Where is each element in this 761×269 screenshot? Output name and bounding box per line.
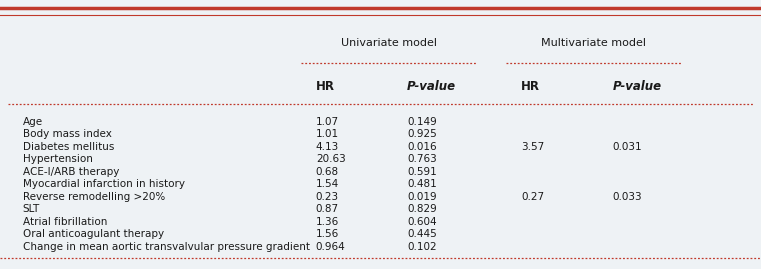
Text: HR: HR — [316, 80, 335, 93]
Text: 0.27: 0.27 — [521, 192, 544, 202]
Text: P-value: P-value — [613, 80, 662, 93]
Text: Reverse remodelling >20%: Reverse remodelling >20% — [23, 192, 165, 202]
Text: Change in mean aortic transvalvular pressure gradient: Change in mean aortic transvalvular pres… — [23, 242, 310, 252]
Text: 0.87: 0.87 — [316, 204, 339, 214]
Text: 0.964: 0.964 — [316, 242, 345, 252]
Text: 0.031: 0.031 — [613, 142, 642, 152]
Text: 0.033: 0.033 — [613, 192, 642, 202]
Text: 3.57: 3.57 — [521, 142, 545, 152]
Text: Univariate model: Univariate model — [341, 38, 437, 48]
Text: ACE-I/ARB therapy: ACE-I/ARB therapy — [23, 167, 119, 177]
Text: Body mass index: Body mass index — [23, 129, 112, 139]
Text: 0.925: 0.925 — [407, 129, 437, 139]
Text: P-value: P-value — [407, 80, 457, 93]
Text: Myocardial infarction in history: Myocardial infarction in history — [23, 179, 185, 189]
Text: Hypertension: Hypertension — [23, 154, 93, 164]
Text: Atrial fibrillation: Atrial fibrillation — [23, 217, 107, 227]
Text: 1.07: 1.07 — [316, 117, 339, 127]
Text: 0.23: 0.23 — [316, 192, 339, 202]
Text: Diabetes mellitus: Diabetes mellitus — [23, 142, 114, 152]
Text: 0.829: 0.829 — [407, 204, 437, 214]
Text: 0.445: 0.445 — [407, 229, 437, 239]
Text: 0.019: 0.019 — [407, 192, 437, 202]
Text: 0.68: 0.68 — [316, 167, 339, 177]
Text: 1.36: 1.36 — [316, 217, 339, 227]
Text: 0.102: 0.102 — [407, 242, 437, 252]
Text: Oral anticoagulant therapy: Oral anticoagulant therapy — [23, 229, 164, 239]
Text: SLT: SLT — [23, 204, 40, 214]
Text: 0.481: 0.481 — [407, 179, 437, 189]
Text: Multivariate model: Multivariate model — [541, 38, 646, 48]
Text: 0.016: 0.016 — [407, 142, 437, 152]
Text: 4.13: 4.13 — [316, 142, 339, 152]
Text: 0.149: 0.149 — [407, 117, 437, 127]
Text: 0.763: 0.763 — [407, 154, 437, 164]
Text: 0.604: 0.604 — [407, 217, 437, 227]
Text: HR: HR — [521, 80, 540, 93]
Text: 1.01: 1.01 — [316, 129, 339, 139]
Text: 1.56: 1.56 — [316, 229, 339, 239]
Text: 0.591: 0.591 — [407, 167, 437, 177]
Text: Age: Age — [23, 117, 43, 127]
Text: 1.54: 1.54 — [316, 179, 339, 189]
Text: 20.63: 20.63 — [316, 154, 345, 164]
